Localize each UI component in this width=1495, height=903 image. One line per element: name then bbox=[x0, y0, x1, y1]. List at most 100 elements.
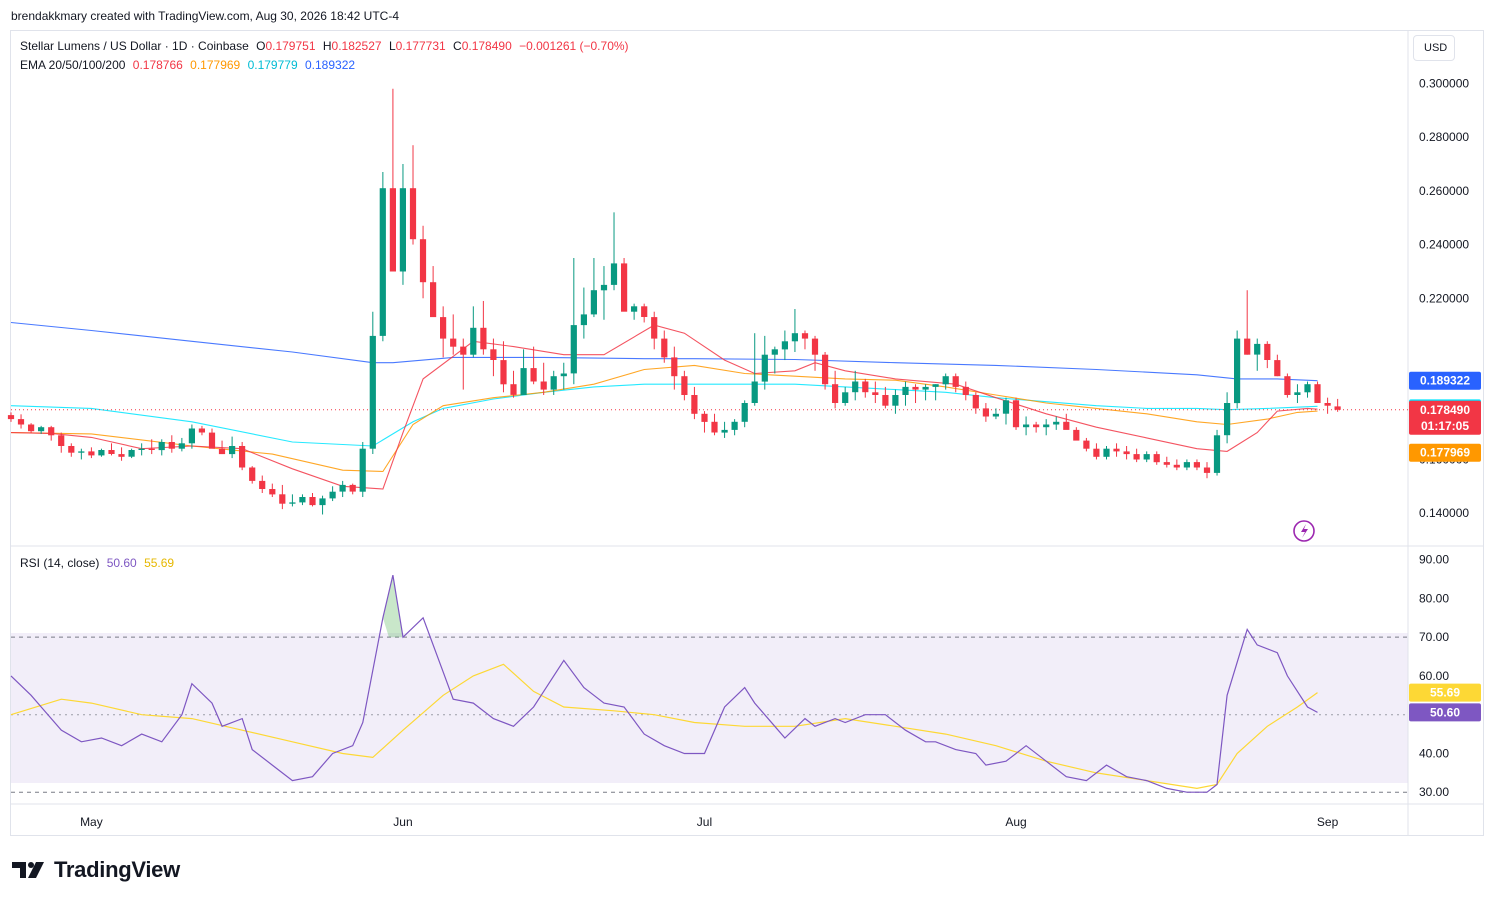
candle bbox=[600, 266, 608, 320]
candle bbox=[490, 338, 497, 377]
rsi-tick-label: 60.00 bbox=[1419, 669, 1449, 683]
candle-body bbox=[862, 381, 869, 393]
candle bbox=[1213, 429, 1221, 476]
candle-body bbox=[289, 502, 296, 504]
candle bbox=[128, 448, 135, 459]
candle bbox=[108, 443, 115, 456]
candle-body bbox=[701, 413, 708, 422]
candle-body bbox=[962, 386, 969, 395]
candle bbox=[791, 309, 798, 352]
candle-body bbox=[430, 282, 437, 318]
candle-body bbox=[1093, 448, 1100, 457]
candle bbox=[1203, 462, 1211, 479]
candle-body bbox=[590, 290, 597, 315]
candle-body bbox=[28, 424, 35, 432]
candle-body bbox=[399, 188, 406, 272]
candle bbox=[942, 373, 949, 390]
candle bbox=[1274, 354, 1281, 377]
candle-body bbox=[460, 346, 467, 355]
candle bbox=[560, 362, 567, 390]
replay-icon[interactable] bbox=[1293, 520, 1315, 542]
candle-body bbox=[1213, 435, 1221, 473]
ema-label[interactable]: EMA 20/50/100/200 bbox=[20, 58, 126, 72]
candle bbox=[922, 384, 929, 401]
candle-body bbox=[480, 327, 487, 350]
candle bbox=[430, 266, 437, 318]
candle-body bbox=[741, 403, 748, 422]
candle-body bbox=[1043, 424, 1050, 428]
candle bbox=[691, 386, 698, 420]
time-tick-label: Sep bbox=[1317, 815, 1339, 829]
rsi-legend: RSI (14, close) 50.60 55.69 bbox=[20, 556, 174, 570]
candle-body bbox=[1163, 462, 1170, 465]
candle-body bbox=[208, 432, 216, 449]
candle bbox=[1173, 459, 1180, 471]
candle bbox=[500, 341, 507, 393]
candle-body bbox=[560, 373, 567, 377]
candle bbox=[1033, 421, 1040, 433]
candle-body bbox=[771, 349, 778, 355]
candle bbox=[158, 439, 165, 456]
candle-body bbox=[832, 384, 839, 403]
tradingview-logo[interactable]: TradingView bbox=[12, 857, 180, 883]
candle bbox=[731, 419, 738, 436]
candle-body bbox=[1284, 376, 1291, 395]
candle-body bbox=[490, 349, 497, 360]
candle-body bbox=[721, 429, 728, 433]
candle bbox=[590, 258, 597, 318]
candle-body bbox=[1063, 421, 1070, 430]
candle bbox=[902, 381, 909, 406]
candle-body bbox=[359, 448, 366, 492]
currency-button[interactable]: USD bbox=[1413, 35, 1455, 61]
candle-body bbox=[249, 467, 256, 481]
rsi-label[interactable]: RSI (14, close) bbox=[20, 556, 100, 570]
candle-body bbox=[78, 451, 85, 453]
time-axis: May Jun Jul Aug Sep bbox=[80, 815, 1339, 829]
candles bbox=[7, 88, 1341, 515]
candle bbox=[852, 370, 859, 401]
candle bbox=[832, 370, 839, 409]
candle bbox=[1254, 338, 1261, 371]
candle-body bbox=[470, 327, 477, 355]
candle bbox=[1334, 398, 1341, 412]
candle bbox=[118, 447, 125, 461]
candle bbox=[1294, 384, 1301, 404]
symbol-name[interactable]: Stellar Lumens / US Dollar · 1D · Coinba… bbox=[20, 39, 249, 53]
candle-body bbox=[269, 489, 276, 495]
candle-body bbox=[982, 408, 989, 417]
candle bbox=[399, 164, 406, 285]
candle bbox=[1324, 397, 1331, 414]
candle bbox=[1143, 451, 1150, 463]
rsi-value: 50.60 bbox=[106, 556, 137, 570]
candle bbox=[741, 400, 748, 428]
candle bbox=[339, 480, 346, 498]
candle bbox=[17, 414, 25, 429]
candle-body bbox=[88, 451, 95, 456]
rsi-tag-bg bbox=[1409, 703, 1481, 722]
candle-body bbox=[279, 494, 286, 504]
candle-body bbox=[550, 376, 557, 390]
candle-body bbox=[520, 368, 527, 395]
candle bbox=[540, 362, 547, 395]
candle-body bbox=[108, 450, 115, 454]
price-tag: 0.189322 bbox=[1420, 374, 1470, 388]
chart-frame bbox=[10, 30, 1484, 836]
candle bbox=[972, 392, 979, 414]
candle-body bbox=[942, 376, 949, 385]
ema200-value: 0.189322 bbox=[304, 58, 356, 72]
candle-body bbox=[1274, 360, 1281, 377]
candle bbox=[299, 494, 306, 506]
candle bbox=[510, 370, 517, 398]
rsi-tick-label: 70.00 bbox=[1419, 630, 1449, 644]
candle-body bbox=[188, 428, 195, 444]
candle bbox=[1053, 416, 1060, 430]
candle bbox=[610, 212, 618, 291]
candle-body bbox=[309, 497, 316, 506]
rsi-ma-line bbox=[10, 663, 1318, 790]
candle bbox=[1083, 437, 1090, 452]
candle bbox=[1043, 419, 1050, 436]
candle bbox=[359, 441, 366, 498]
candle bbox=[1244, 290, 1251, 355]
candle bbox=[811, 335, 819, 371]
